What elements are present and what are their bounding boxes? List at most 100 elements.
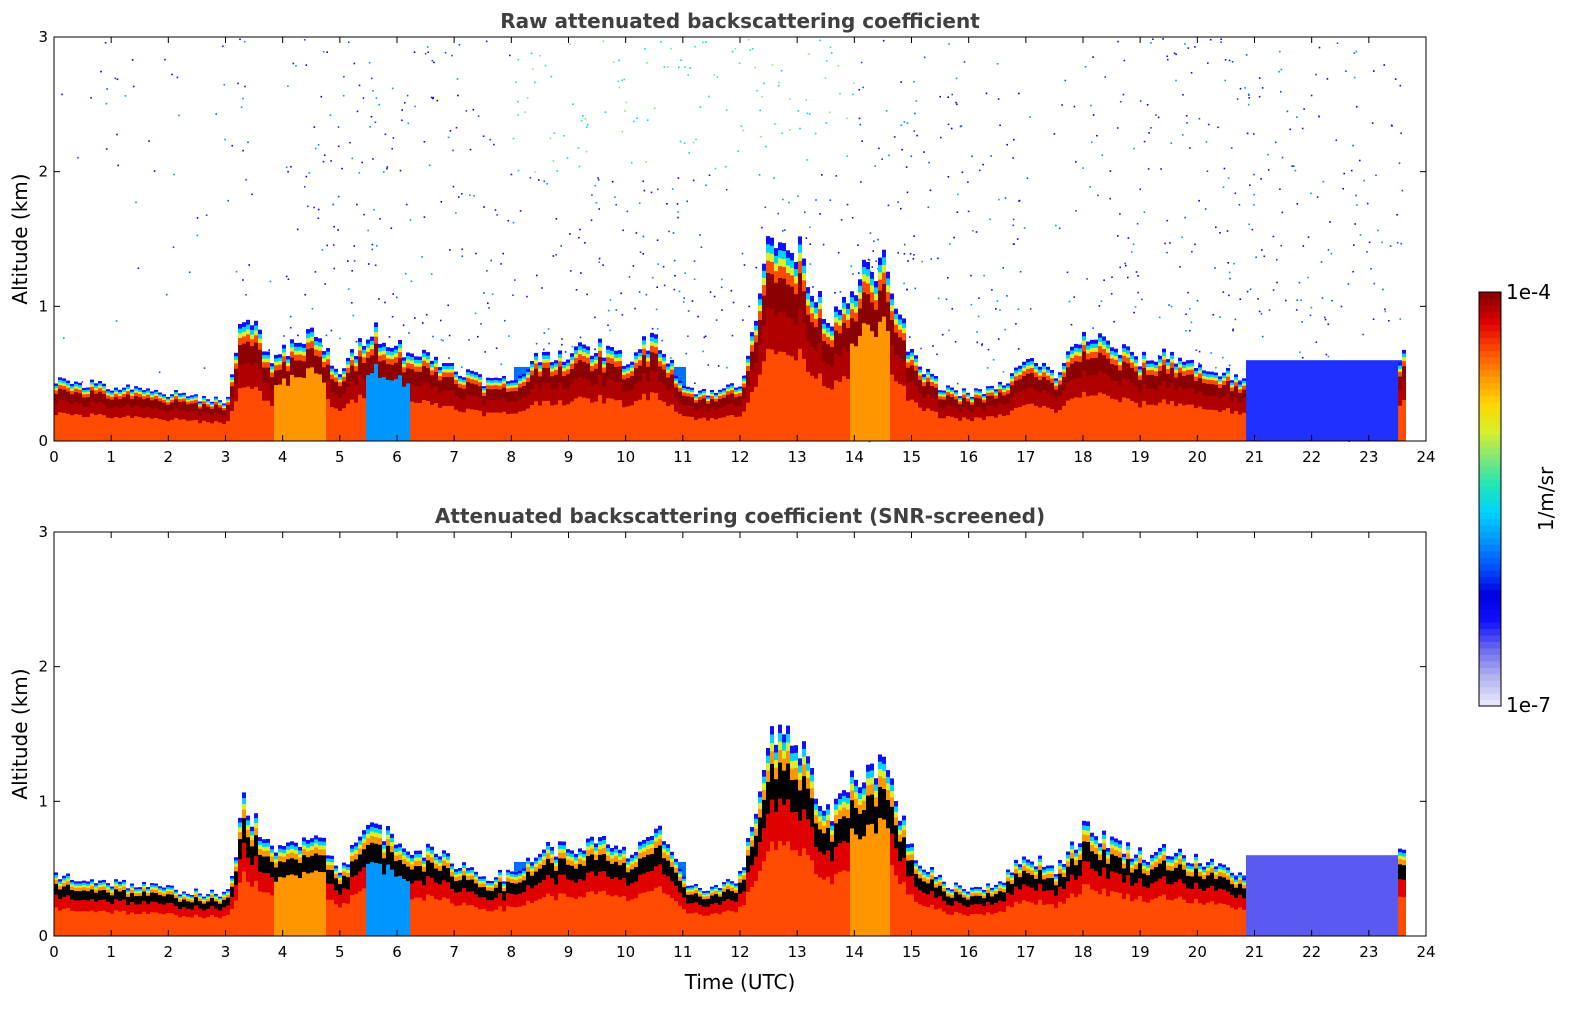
noise-speckle [1084, 66, 1087, 68]
noise-speckle [765, 145, 767, 148]
noise-speckle [957, 193, 959, 196]
noise-speckle [1316, 196, 1319, 198]
noise-speckle [539, 55, 541, 57]
time-column [1234, 374, 1238, 441]
noise-speckle [940, 136, 942, 139]
noise-speckle [449, 130, 452, 132]
time-column [190, 395, 194, 441]
backscatter-cell [1126, 398, 1130, 441]
noise-speckle [1186, 122, 1188, 124]
backscatter-cell [134, 914, 138, 936]
y-tick-label: 1 [38, 297, 48, 315]
noise-speckle [124, 95, 127, 97]
noise-speckle [1324, 316, 1326, 319]
noise-speckle [611, 180, 614, 183]
time-column [546, 842, 550, 936]
noise-speckle [939, 95, 941, 98]
noise-speckle [1384, 308, 1386, 311]
backscatter-cell [418, 403, 422, 441]
noise-speckle [1355, 194, 1357, 197]
time-column [502, 375, 506, 441]
noise-speckle [550, 75, 553, 78]
noise-speckle [449, 249, 451, 251]
noise-speckle [399, 169, 402, 172]
noise-speckle [1122, 93, 1125, 96]
time-column [1346, 360, 1350, 441]
noise-speckle [923, 56, 926, 59]
noise-speckle [598, 208, 600, 210]
noise-speckle [529, 177, 532, 179]
time-column [1374, 360, 1378, 441]
time-column [206, 399, 210, 441]
time-column [1074, 343, 1078, 441]
backscatter-cell [54, 907, 58, 936]
noise-speckle [1233, 262, 1235, 265]
noise-speckle [624, 110, 626, 112]
backscatter-cell [782, 351, 786, 441]
time-column [774, 248, 778, 441]
noise-speckle [287, 278, 290, 280]
noise-speckle [1029, 116, 1031, 118]
time-column [174, 390, 178, 441]
y-tick-label: 2 [38, 163, 48, 181]
backscatter-cell [462, 412, 466, 441]
noise-speckle [1135, 271, 1138, 273]
time-column [338, 374, 342, 441]
noise-speckle [959, 125, 962, 128]
noise-speckle [1119, 101, 1122, 103]
backscatter-cell [534, 401, 538, 441]
noise-speckle [1354, 223, 1356, 225]
noise-speckle [1053, 133, 1056, 135]
time-column [658, 350, 662, 441]
backscatter-cell [198, 916, 202, 936]
time-column [102, 879, 106, 936]
noise-speckle [687, 310, 690, 312]
noise-speckle [90, 97, 92, 99]
time-column [162, 394, 166, 441]
noise-speckle [913, 254, 915, 256]
time-column [170, 885, 174, 936]
backscatter-cell [390, 890, 394, 936]
noise-speckle [1166, 219, 1169, 222]
noise-speckle [1109, 197, 1111, 200]
noise-speckle [805, 237, 808, 239]
backscatter-cell [858, 368, 862, 441]
time-column [266, 839, 270, 936]
time-column [430, 360, 434, 441]
noise-speckle [903, 121, 906, 123]
noise-speckle [923, 151, 925, 153]
noise-speckle [1104, 76, 1106, 78]
noise-speckle [1058, 227, 1061, 230]
noise-speckle [1204, 208, 1207, 210]
noise-speckle [1224, 59, 1227, 61]
backscatter-cell [1086, 396, 1090, 441]
noise-speckle [552, 160, 555, 162]
backscatter-cell [82, 911, 86, 936]
time-column [578, 848, 582, 936]
time-column [346, 864, 350, 936]
time-column [58, 879, 62, 936]
backscatter-cell [78, 911, 82, 936]
noise-speckle [369, 126, 371, 128]
time-column [478, 876, 482, 936]
backscatter-cell [450, 903, 454, 936]
noise-speckle [1170, 305, 1173, 308]
time-column [886, 271, 890, 441]
noise-speckle [560, 245, 562, 247]
time-column [162, 887, 166, 936]
noise-speckle [1012, 224, 1015, 227]
time-column [154, 883, 158, 936]
noise-speckle [526, 97, 529, 99]
noise-speckle [1274, 141, 1277, 144]
noise-speckle [1228, 294, 1230, 297]
time-column [226, 889, 230, 936]
backscatter-cell [1098, 392, 1102, 441]
noise-speckle [1301, 356, 1304, 359]
noise-speckle [423, 216, 426, 218]
time-column [390, 347, 394, 441]
noise-speckle [1018, 92, 1020, 95]
time-column [62, 875, 66, 936]
backscatter-cell [706, 420, 710, 441]
noise-speckle [622, 229, 624, 232]
